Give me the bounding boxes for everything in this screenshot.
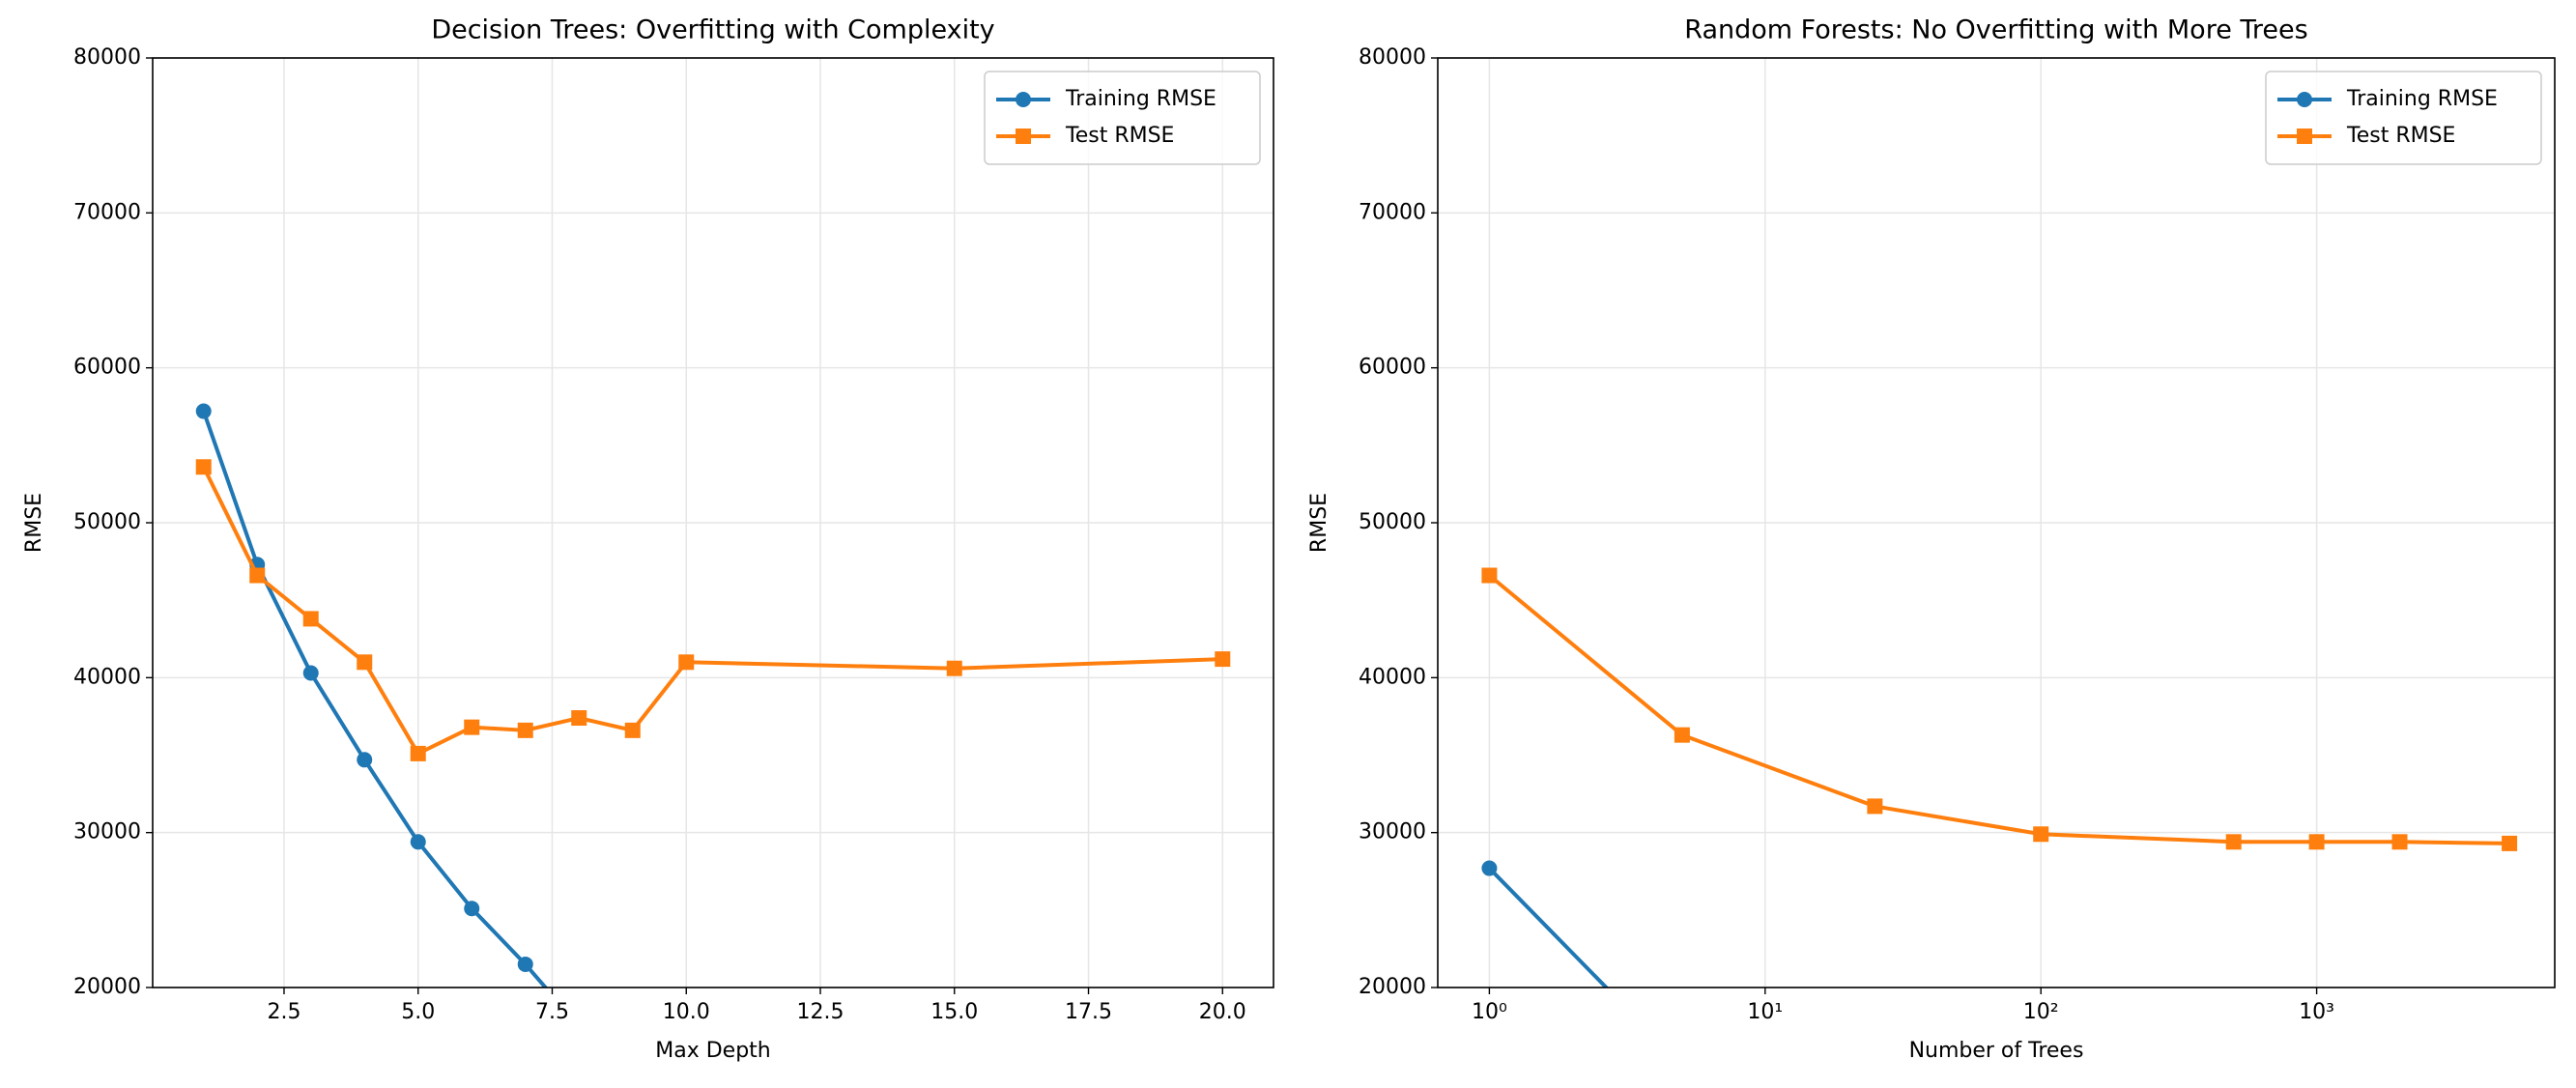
marker [946,660,962,676]
series-line [1488,573,2510,845]
x-tick-label: 2.5 [267,1000,301,1024]
legend-marker [2297,129,2312,144]
legend-marker [1016,92,1031,107]
marker [625,1080,641,1088]
x-tick-label: 10¹ [1747,1000,1783,1024]
series-line [201,410,549,988]
marker [464,901,480,917]
marker [678,654,695,671]
marker [1674,727,1690,743]
x-tick-label: 10.0 [663,1000,710,1024]
marker [249,567,266,584]
y-tick-label: 70000 [1359,200,1426,224]
x-axis-label: Max Depth [655,1039,771,1063]
x-tick-label: 10² [2023,1000,2059,1024]
y-axis-label: RMSE [1307,493,1331,553]
y-tick-label: 80000 [1359,45,1426,70]
x-tick-label: 12.5 [797,1000,844,1024]
legend-label: Training RMSE [2346,87,2498,111]
x-tick-label: 10⁰ [1472,1000,1507,1024]
x-tick-label: 17.5 [1065,1000,1112,1024]
chart-title: Decision Trees: Overfitting with Complex… [431,15,994,45]
y-tick-label: 80000 [73,45,141,70]
y-tick-label: 20000 [1359,975,1426,999]
legend-box [2265,71,2542,165]
marker [302,665,319,681]
marker [1674,1057,1690,1073]
marker [2502,835,2518,851]
marker [464,719,480,735]
y-tick-label: 50000 [1359,510,1426,534]
x-tick-label: 7.5 [535,1000,569,1024]
marker [571,710,587,727]
marker [1481,860,1498,876]
marker [571,1018,587,1034]
marker [2308,834,2325,850]
series-line [201,466,1223,757]
y-tick-label: 60000 [1359,356,1426,380]
marker [624,722,641,738]
marker [1867,798,1883,815]
marker [2391,834,2408,850]
axes-frame [1437,57,2556,988]
legend-marker [2297,92,2312,107]
legend-marker [1016,129,1031,144]
y-tick-label: 50000 [73,510,141,534]
axes-frame [152,57,1274,988]
y-tick-label: 70000 [73,200,141,224]
y-tick-label: 30000 [1359,820,1426,845]
legend-label: Training RMSE [1065,87,1216,111]
legend-box [984,71,1261,165]
marker [410,745,426,761]
y-axis-label: RMSE [22,493,46,553]
x-tick-label: 15.0 [930,1000,978,1024]
marker [1481,567,1498,584]
y-tick-label: 20000 [73,975,141,999]
legend-label: Test RMSE [1065,124,1174,148]
x-tick-label: 20.0 [1199,1000,1246,1024]
marker [195,459,212,475]
marker [302,611,319,627]
x-tick-label: 5.0 [401,1000,435,1024]
y-tick-label: 40000 [1359,665,1426,689]
marker [357,752,373,768]
x-axis-label: Number of Trees [1909,1039,2084,1063]
x-tick-label: 10³ [2299,1000,2334,1024]
marker [2033,826,2049,843]
marker [1215,651,1231,668]
marker [517,956,533,972]
y-tick-label: 40000 [73,665,141,689]
marker [2225,834,2242,850]
marker [195,403,212,419]
subplot: 20000 30000 40000 50000 60000 70000 80000 2.5 5.… [22,15,1274,1088]
legend-label: Test RMSE [2346,124,2455,148]
subplot: 20000 30000 40000 50000 60000 70000 80000 10⁰ 10… [1307,15,2556,1073]
y-tick-label: 30000 [73,820,141,845]
marker [357,654,373,671]
y-tick-label: 60000 [73,356,141,380]
chart-title: Random Forests: No Overfitting with More… [1684,15,2307,45]
marker [410,834,426,850]
marker [517,722,533,738]
